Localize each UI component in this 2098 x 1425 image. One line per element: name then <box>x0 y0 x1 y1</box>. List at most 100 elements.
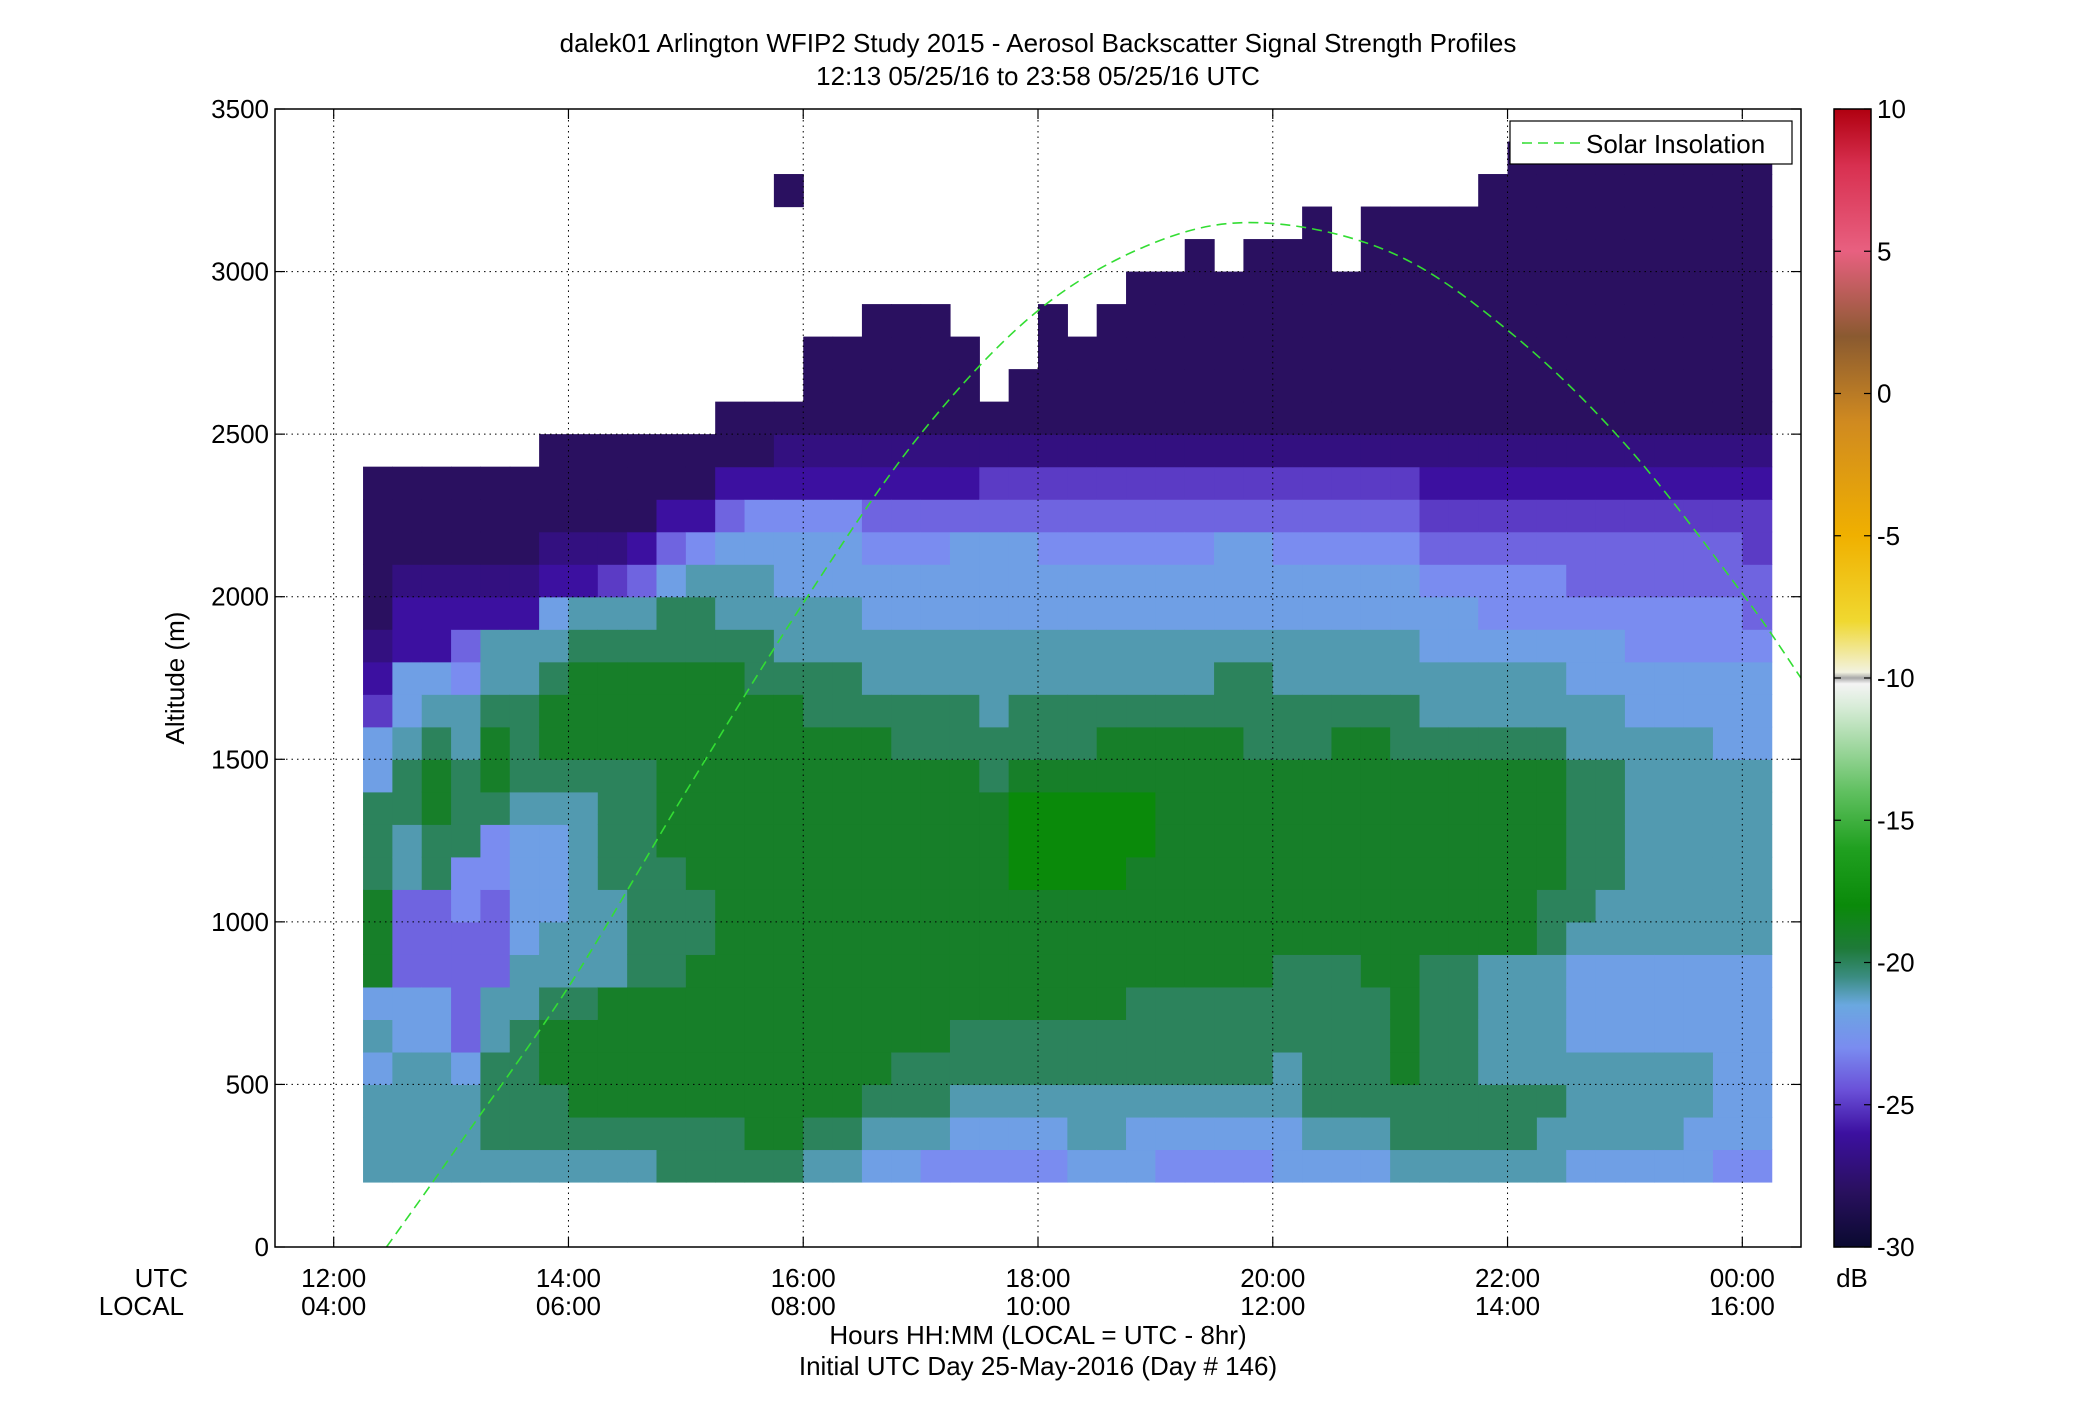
heatmap-cell <box>1184 921 1215 955</box>
colorbar-tick-label: -5 <box>1877 521 1900 551</box>
heatmap-cell <box>480 921 511 955</box>
heatmap-cell <box>1214 271 1245 305</box>
heatmap-cell <box>861 1149 892 1183</box>
heatmap-cell <box>1624 661 1655 695</box>
heatmap-cell <box>1360 824 1391 858</box>
heatmap-cell <box>979 629 1010 663</box>
heatmap-cell <box>1536 1051 1567 1086</box>
heatmap-cell <box>627 889 658 923</box>
heatmap-cell <box>1155 921 1186 955</box>
heatmap-cell <box>1712 239 1743 273</box>
heatmap-cell <box>1302 1019 1333 1053</box>
heatmap-cell <box>392 531 423 565</box>
heatmap-cell <box>1654 1116 1685 1151</box>
heatmap-cell <box>1331 921 1362 955</box>
heatmap-cell <box>803 921 834 955</box>
heatmap-cell <box>832 434 863 468</box>
heatmap-cell <box>1536 824 1567 858</box>
heatmap-cell <box>1507 564 1538 598</box>
heatmap-cell <box>1654 174 1685 208</box>
heatmap-cell <box>1683 466 1714 500</box>
heatmap-cell <box>744 401 775 435</box>
heatmap-cell <box>1654 499 1685 533</box>
heatmap-cell <box>1624 921 1655 955</box>
heatmap-cell <box>1624 596 1655 630</box>
heatmap-cell <box>480 466 511 500</box>
heatmap-cell <box>744 1019 775 1053</box>
heatmap-cell <box>1478 239 1509 273</box>
heatmap-cell <box>1184 954 1215 988</box>
heatmap-cell <box>392 1149 423 1183</box>
heatmap-cell <box>1214 499 1245 533</box>
x-tick-label-local: 14:00 <box>1475 1291 1540 1321</box>
heatmap-cell <box>1272 791 1303 825</box>
heatmap-cell <box>1654 434 1685 468</box>
heatmap-cell <box>1067 629 1098 663</box>
x-tick-label-local: 04:00 <box>301 1291 366 1321</box>
heatmap-cell <box>1507 596 1538 630</box>
heatmap-cell <box>1419 954 1450 988</box>
heatmap-cell <box>392 596 423 630</box>
heatmap-cell <box>744 1149 775 1183</box>
heatmap-cell <box>1419 1149 1450 1183</box>
heatmap-cell <box>891 726 922 760</box>
heatmap-cell <box>392 824 423 858</box>
heatmap-cell <box>421 1084 452 1118</box>
heatmap-cell <box>363 856 393 890</box>
heatmap-cell <box>1155 759 1186 793</box>
heatmap-cell <box>363 1019 393 1053</box>
heatmap-cell <box>1536 856 1567 890</box>
heatmap-cell <box>1654 564 1685 598</box>
heatmap-cell <box>773 726 804 760</box>
heatmap-cell <box>392 694 423 728</box>
heatmap-cell <box>861 986 892 1020</box>
heatmap-cell <box>1742 986 1773 1020</box>
heatmap-cell <box>1712 401 1743 435</box>
heatmap-cell <box>480 726 511 760</box>
heatmap-cell <box>1067 661 1098 695</box>
heatmap-cell <box>920 726 951 760</box>
heatmap-cell <box>891 499 922 533</box>
heatmap-cell <box>1742 1019 1773 1053</box>
heatmap-cell <box>421 466 452 500</box>
heatmap-cell <box>744 1084 775 1118</box>
heatmap-cell <box>1478 369 1509 403</box>
heatmap-cell <box>1390 369 1421 403</box>
heatmap-cell <box>1184 726 1215 760</box>
heatmap-cell <box>1360 856 1391 890</box>
heatmap-cell <box>1712 1116 1743 1151</box>
heatmap-cell <box>1419 336 1450 370</box>
heatmap-cell <box>627 986 658 1020</box>
heatmap-cell <box>597 954 628 988</box>
heatmap-cell <box>1214 824 1245 858</box>
heatmap-cell <box>568 466 599 500</box>
heatmap-cell <box>949 694 980 728</box>
heatmap-cell <box>715 1149 746 1183</box>
heatmap-cell <box>1243 856 1274 890</box>
heatmap-cell <box>1507 369 1538 403</box>
heatmap-cell <box>1683 206 1714 240</box>
heatmap-cell <box>480 986 511 1020</box>
heatmap-cell <box>1038 694 1068 728</box>
heatmap-cell <box>1272 921 1303 955</box>
x-row-label-local: LOCAL <box>99 1291 184 1321</box>
heatmap-cell <box>1742 564 1773 598</box>
heatmap-cell <box>1448 499 1479 533</box>
heatmap-cell <box>685 726 716 760</box>
heatmap-cell <box>1067 466 1098 500</box>
heatmap-cell <box>1654 694 1685 728</box>
heatmap-cell <box>1448 434 1479 468</box>
heatmap-cell <box>421 726 452 760</box>
heatmap-cell <box>920 1149 951 1183</box>
heatmap-cell <box>1742 856 1773 890</box>
heatmap-cell <box>1243 824 1274 858</box>
heatmap-cell <box>1507 954 1538 988</box>
heatmap-cell <box>1272 499 1303 533</box>
heatmap-cell <box>1214 921 1245 955</box>
heatmap-cell <box>803 596 834 630</box>
heatmap-cell <box>1478 206 1509 240</box>
heatmap-cell <box>1507 271 1538 305</box>
heatmap-cell <box>1742 1149 1773 1183</box>
heatmap-cell <box>1214 1051 1245 1086</box>
heatmap-cell <box>1008 369 1039 403</box>
